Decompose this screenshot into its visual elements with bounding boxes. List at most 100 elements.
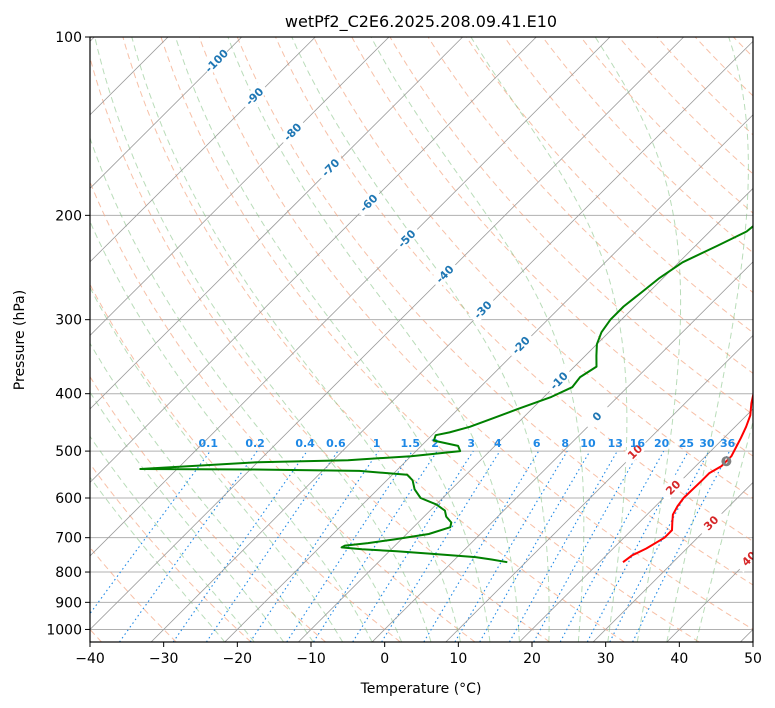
moist-adiabat xyxy=(370,37,585,642)
isotherm-line xyxy=(90,37,537,483)
moist-adiabat xyxy=(695,419,753,642)
y-tick-label: 900 xyxy=(55,595,82,611)
isotherm-label-bg xyxy=(582,401,612,431)
isotherm-line xyxy=(592,481,753,642)
isotherm-line xyxy=(666,555,753,642)
isotherm-line xyxy=(90,37,242,189)
y-axis: 100 200 300 400 500 600 700 800 900 1000 xyxy=(46,30,90,638)
dry-adiabat xyxy=(198,37,753,630)
isotherm-line xyxy=(150,40,753,642)
isotherm-label: -10 xyxy=(543,365,573,395)
x-tick-label: −20 xyxy=(223,651,253,667)
isotherm-label-text: -100 xyxy=(202,47,231,76)
isotherm-label: -20 xyxy=(505,330,535,360)
dry-adiabat xyxy=(772,37,775,642)
mixing-ratio-label: 0.6 xyxy=(326,437,346,450)
dry-adiabat xyxy=(160,37,700,642)
temperature-profile xyxy=(622,390,753,563)
y-axis-title: Pressure (hPa) xyxy=(12,290,28,390)
mixing-ratio-line xyxy=(454,450,568,642)
mixing-ratio-label: 0.4 xyxy=(295,437,315,450)
isotherm-line xyxy=(371,261,753,642)
dry-adiabat xyxy=(465,37,753,334)
dry-adiabat xyxy=(90,283,401,642)
x-tick-label: 10 xyxy=(449,651,467,667)
moist-adiabat xyxy=(90,391,285,642)
mixing-ratio-label: 13 xyxy=(608,437,623,450)
isotherm-label: -70 xyxy=(315,152,345,182)
moist-adiabat xyxy=(131,37,461,642)
moist-adiabat xyxy=(94,37,432,642)
dry-adiabat xyxy=(694,37,753,97)
parcel-marker-label: 0 xyxy=(723,455,731,468)
mixing-ratio-line xyxy=(249,450,379,642)
mixing-ratio-label: 2 xyxy=(431,437,439,450)
moist-adiabat xyxy=(90,286,344,642)
isotherm-label-bg xyxy=(543,365,573,395)
dry-adiabat xyxy=(503,37,753,294)
isotherm-label-bg xyxy=(467,294,497,324)
plot-area: -100-90-80-70-60-50-40-30-20-10010203040… xyxy=(90,37,775,642)
x-tick-label: −10 xyxy=(296,651,326,667)
y-tick-label: 700 xyxy=(55,531,82,547)
isotherm-label-bg xyxy=(201,45,231,75)
dry-adiabat xyxy=(90,375,326,642)
isotherm-line xyxy=(298,187,753,642)
y-tick-label: 1000 xyxy=(46,622,82,638)
moist-adiabat xyxy=(90,435,255,642)
isotherm-label-bg xyxy=(429,259,459,289)
dry-adiabat xyxy=(90,462,252,642)
dry-adiabat xyxy=(618,37,753,175)
moist-adiabat xyxy=(90,136,403,642)
y-tick-label: 200 xyxy=(55,208,82,224)
isotherm-line xyxy=(90,37,684,630)
isotherm-label-bg xyxy=(353,188,383,218)
isotherm-label-bg xyxy=(658,472,688,502)
isotherm-line xyxy=(90,37,316,263)
isotherm-label: 30 xyxy=(696,508,726,538)
mixing-ratio-label: 25 xyxy=(679,437,694,450)
isotherm-label-bg xyxy=(391,223,421,253)
moist-adiabat xyxy=(90,342,314,642)
isotherm-label: -80 xyxy=(277,117,307,147)
y-tick-label: 300 xyxy=(55,313,82,329)
mixing-ratio-label: 8 xyxy=(561,437,569,450)
mixing-ratio-line xyxy=(172,450,308,642)
x-axis-title: Temperature (°C) xyxy=(360,681,482,697)
mixing-ratio-line xyxy=(381,450,501,642)
mixing-ratio-line xyxy=(313,450,438,642)
mixing-ratio-line xyxy=(205,450,339,642)
isotherm-label: -60 xyxy=(353,188,383,218)
parcel-marker xyxy=(721,456,732,467)
mixing-ratio-label: 36 xyxy=(720,437,736,450)
dry-adiabat xyxy=(351,37,753,457)
y-tick-label: 800 xyxy=(55,565,82,581)
isotherm-line xyxy=(90,37,611,557)
dry-adiabat xyxy=(90,180,476,642)
x-tick-label: 50 xyxy=(744,651,762,667)
moist-adiabat xyxy=(227,37,520,642)
x-tick-label: 30 xyxy=(597,651,615,667)
mixing-ratio-lines xyxy=(90,450,731,642)
mixing-ratio-line xyxy=(90,450,211,615)
x-tick-label: −30 xyxy=(149,651,179,667)
isotherm-label-bg xyxy=(620,436,650,466)
moist-adiabat xyxy=(470,37,628,642)
x-tick-label: 20 xyxy=(523,651,541,667)
mixing-ratio-label: 30 xyxy=(699,437,715,450)
x-tick-label: 0 xyxy=(380,651,389,667)
chart-title: wetPf2_C2E6.2025.208.09.41.E10 xyxy=(285,12,557,32)
moist-adiabat xyxy=(90,476,226,642)
sounding-profiles: 0 xyxy=(139,225,753,564)
mixing-ratio-label: 20 xyxy=(654,437,670,450)
mixing-ratio-line xyxy=(352,450,474,642)
mixing-ratio-line xyxy=(559,450,665,642)
plot-frame xyxy=(89,36,754,643)
moist-adiabat xyxy=(291,37,550,642)
isotherm-label: 0 xyxy=(582,401,612,431)
isotherm-line xyxy=(90,37,390,336)
isotherm-label-bg xyxy=(277,117,307,147)
isotherm-label-bg xyxy=(734,543,753,573)
